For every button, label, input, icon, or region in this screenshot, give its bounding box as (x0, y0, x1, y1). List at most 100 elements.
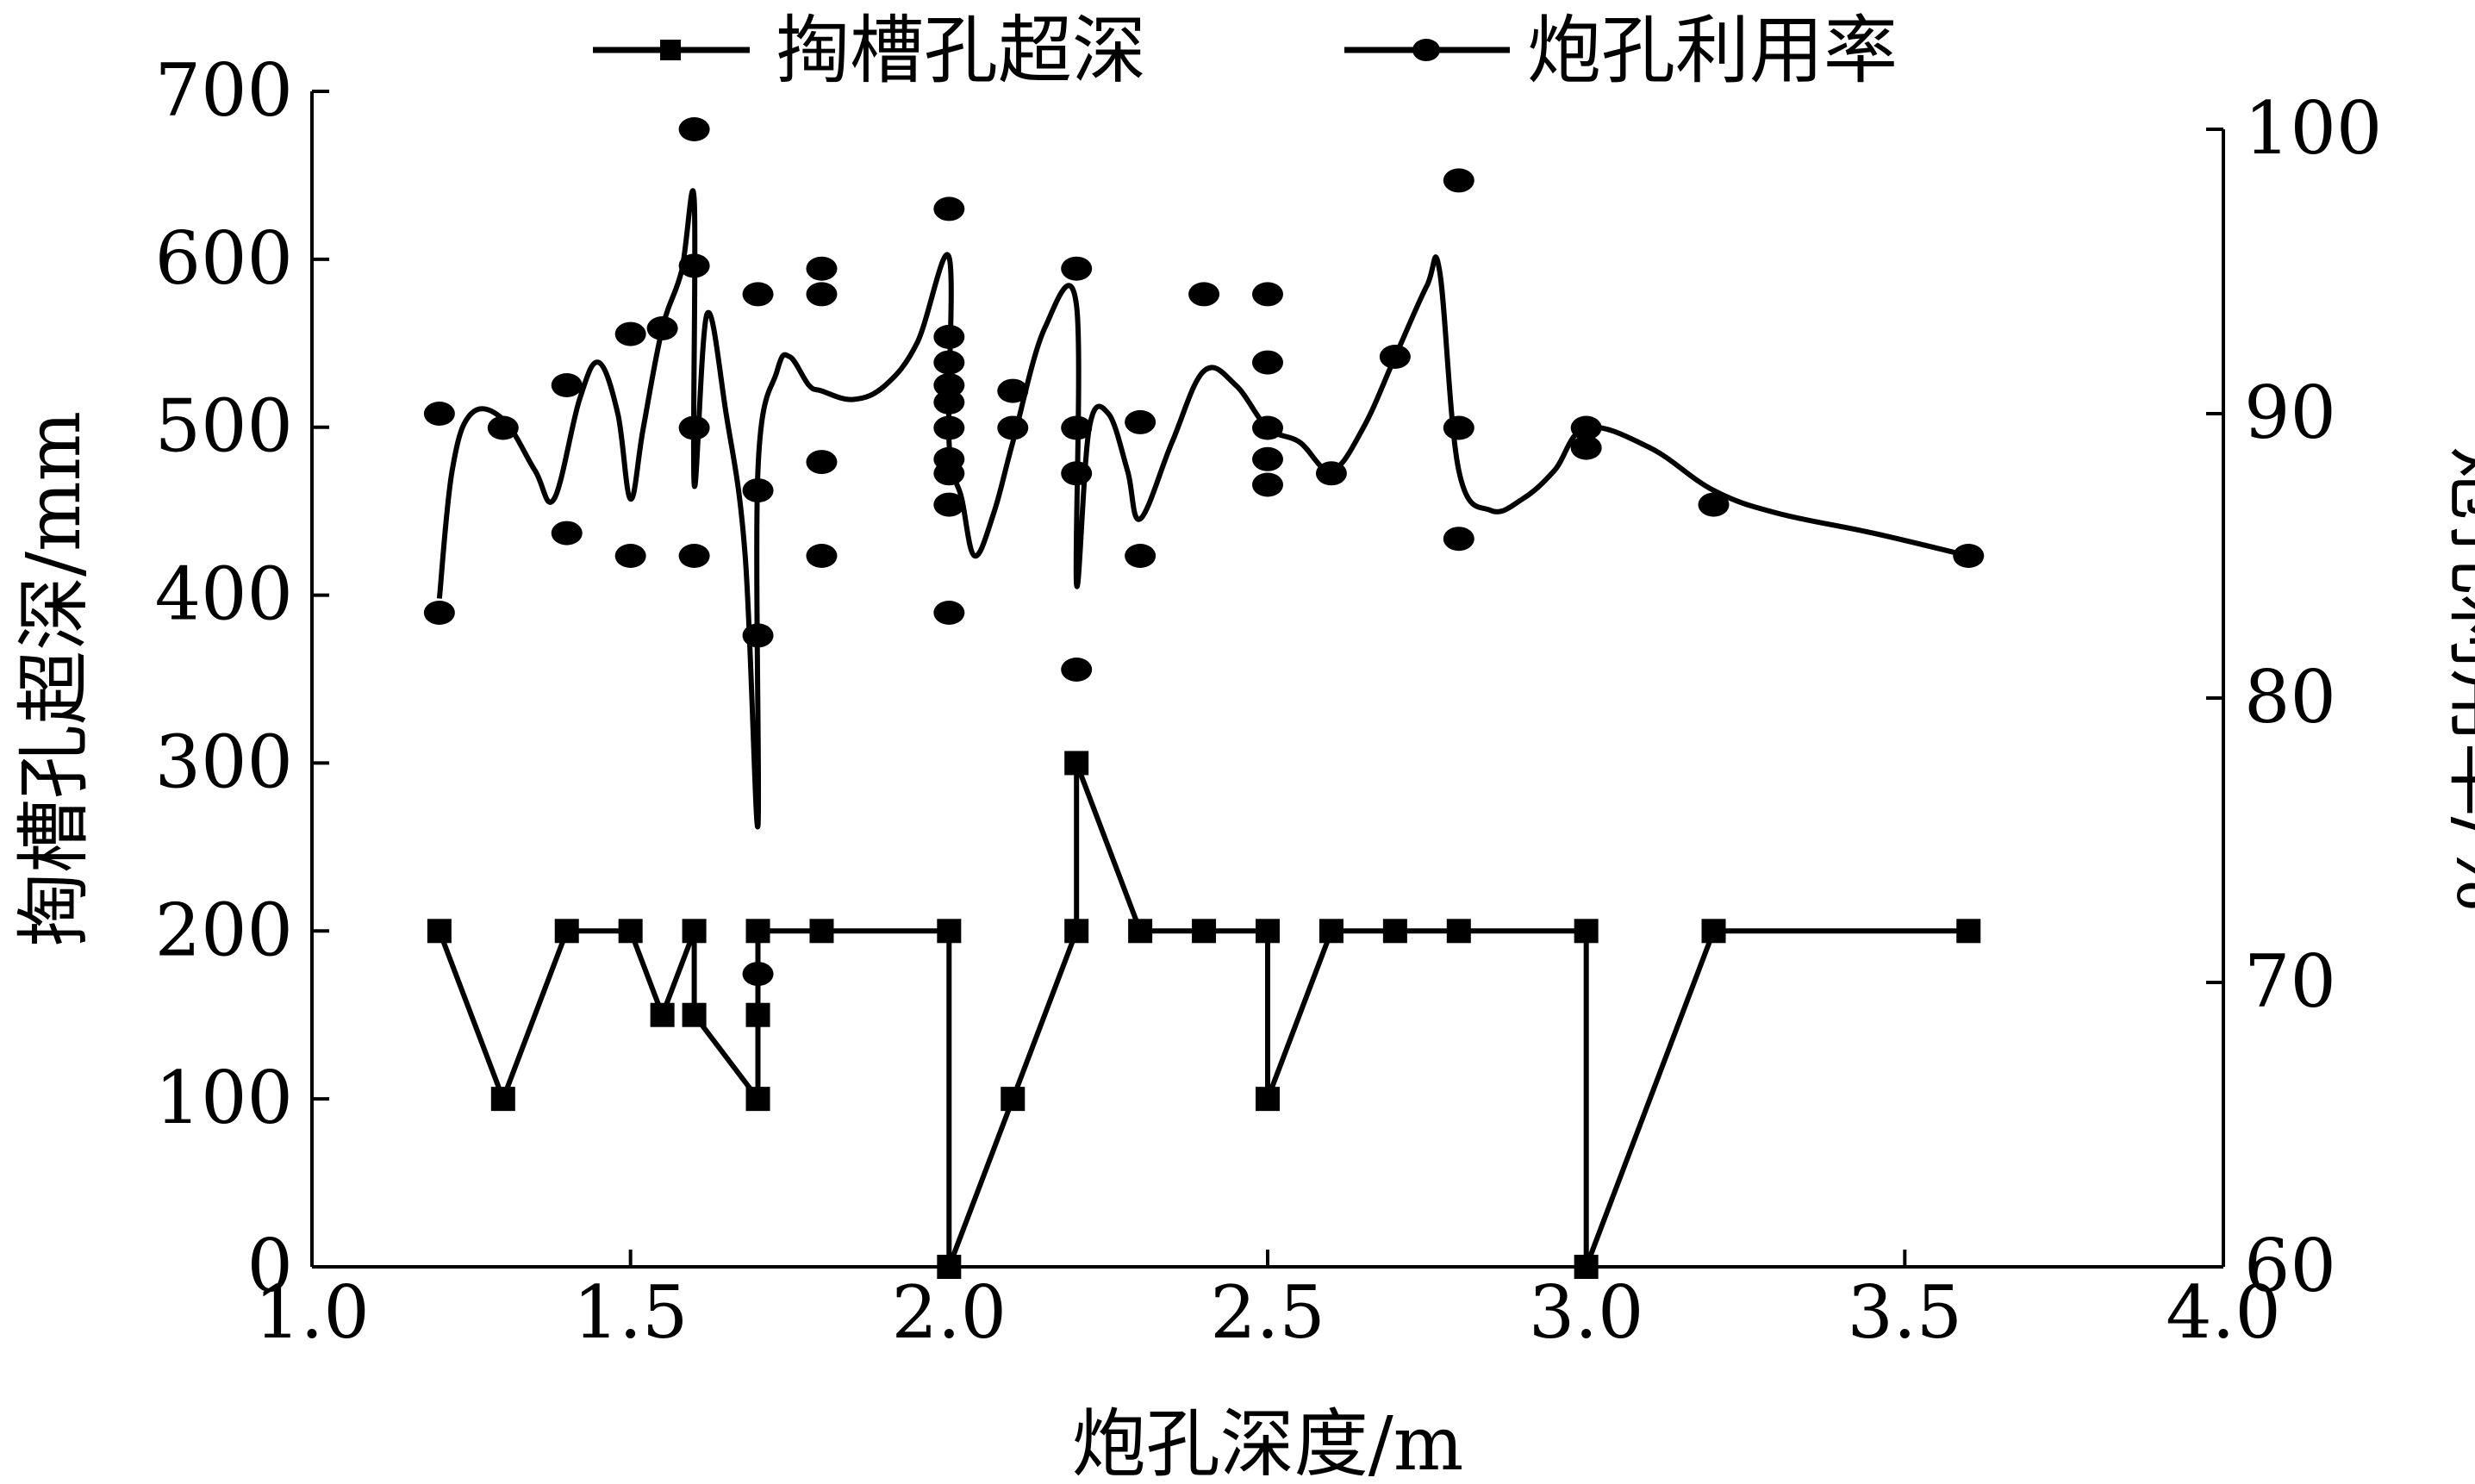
overdepth-point (745, 919, 770, 944)
x-tick-label: 3.0 (1529, 1270, 1644, 1355)
utilization-point (614, 321, 646, 346)
overdepth-point (618, 919, 643, 944)
overdepth-point (1382, 919, 1407, 944)
overdepth-point (1128, 919, 1153, 944)
x-ticks: 1.0 1.5 2.0 2.5 3.0 3.5 4.0 (254, 1250, 2281, 1355)
overdepth-point (1319, 919, 1343, 944)
series-utilization (423, 117, 1985, 987)
utilization-point (1188, 282, 1220, 307)
utilization-point (1061, 256, 1093, 281)
overdepth-point (1574, 919, 1599, 944)
overdepth-point (809, 919, 834, 944)
utilization-point (1252, 415, 1283, 440)
utilization-point (1061, 415, 1093, 440)
y-right-tick-label: 90 (2244, 371, 2336, 455)
overdepth-point (745, 1087, 770, 1112)
y-right-tick-label: 100 (2244, 86, 2382, 171)
utilization-point (423, 402, 455, 426)
legend-item-overdepth: 掏槽孔超深 (593, 8, 1146, 94)
y-left-tick-label: 500 (155, 384, 293, 469)
utilization-point (806, 256, 838, 281)
overdepth-point (745, 1002, 770, 1027)
x-tick-label: 2.0 (892, 1270, 1007, 1355)
utilization-point (1125, 544, 1156, 568)
overdepth-point (682, 1002, 707, 1027)
y-left-tick-label: 300 (155, 720, 293, 804)
overdepth-point (1956, 919, 1981, 944)
utilization-point (742, 962, 774, 987)
utilization-point (1125, 409, 1156, 434)
utilization-curve (436, 188, 1970, 830)
utilization-point (1061, 658, 1093, 682)
utilization-point (487, 415, 519, 440)
utilization-point (933, 350, 965, 375)
utilization-point (742, 623, 774, 648)
utilization-point (1252, 282, 1283, 307)
utilization-point (933, 373, 965, 397)
utilization-point (678, 117, 710, 141)
x-tick-label: 1.0 (254, 1270, 370, 1355)
utilization-point (1698, 492, 1730, 517)
x-tick-label: 1.5 (573, 1270, 689, 1355)
utilization-point (1252, 350, 1283, 375)
y-left-tick-label: 0 (247, 1224, 293, 1308)
utilization-point (614, 544, 646, 568)
utilization-point (1379, 345, 1411, 369)
utilization-point (933, 390, 965, 415)
y-right-ticks: 60 70 80 90 100 (2206, 86, 2382, 1308)
overdepth-point (1256, 1087, 1280, 1112)
utilization-point (551, 373, 583, 397)
overdepth-point (1701, 919, 1726, 944)
y-right-tick-label: 70 (2244, 939, 2336, 1024)
utilization-point (1953, 544, 1985, 568)
overdepth-point (1446, 919, 1471, 944)
y-left-axis-title: 掏槽孔超深/mm (11, 411, 97, 947)
utilization-point (933, 601, 965, 625)
utilization-point (678, 253, 710, 278)
overdepth-point (937, 919, 962, 944)
overdepth-point (1064, 919, 1089, 944)
utilization-point (1570, 415, 1602, 440)
overdepth-point (1256, 919, 1280, 944)
legend-label-overdepth: 掏槽孔超深 (776, 8, 1146, 94)
y-right-axis-title: 炮孔利用率/% (2440, 446, 2475, 913)
utilization-point (933, 492, 965, 517)
y-left-ticks: 0 100 200 300 400 500 600 700 (155, 48, 329, 1308)
utilization-point (678, 544, 710, 568)
utilization-point (933, 324, 965, 349)
utilization-point (933, 196, 965, 221)
overdepth-point (682, 919, 707, 944)
utilization-point (1443, 168, 1474, 193)
overdepth-point (1064, 751, 1089, 776)
overdepth-point (1574, 1255, 1599, 1279)
y-left-tick-label: 100 (155, 1056, 293, 1140)
utilization-point (1252, 446, 1283, 471)
x-tick-label: 2.5 (1210, 1270, 1325, 1355)
utilization-point (997, 378, 1029, 403)
overdepth-point (1192, 919, 1217, 944)
utilization-point (742, 478, 774, 503)
legend-item-utilization: 炮孔利用率 (1344, 8, 1898, 94)
utilization-point (646, 316, 678, 340)
utilization-point (423, 601, 455, 625)
y-left-tick-label: 400 (155, 552, 293, 637)
utilization-point (806, 544, 838, 568)
x-tick-label: 3.5 (1848, 1270, 1963, 1355)
legend-label-utilization: 炮孔利用率 (1527, 8, 1898, 94)
series-overdepth (427, 751, 1981, 1279)
utilization-point (1061, 461, 1093, 486)
utilization-point (933, 415, 965, 440)
utilization-point (1443, 415, 1474, 440)
y-right-tick-label: 80 (2244, 655, 2336, 739)
overdepth-point (490, 1087, 515, 1112)
utilization-point (806, 282, 838, 307)
utilization-point (1443, 527, 1474, 552)
legend: 掏槽孔超深 炮孔利用率 (593, 8, 1898, 94)
y-left-tick-label: 700 (155, 48, 293, 133)
y-left-tick-label: 200 (155, 888, 293, 972)
utilization-point (933, 461, 965, 486)
utilization-point (1315, 461, 1347, 486)
x-tick-label: 4.0 (2166, 1270, 2281, 1355)
overdepth-point (650, 1002, 675, 1027)
